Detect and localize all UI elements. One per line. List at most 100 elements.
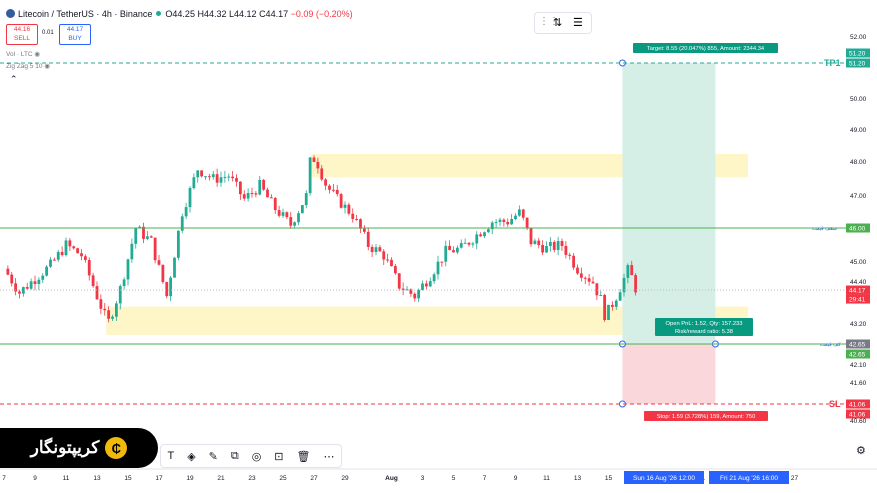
time-tick: 19 [186, 475, 194, 482]
candle-body [118, 286, 122, 304]
candle-body [180, 216, 184, 231]
candle-body [502, 219, 506, 222]
candle-body [490, 222, 494, 230]
candle-body [533, 240, 537, 245]
candle-body [246, 193, 250, 199]
candle-body [614, 300, 618, 307]
candle-body [126, 259, 130, 280]
candle-body [343, 204, 347, 208]
candle-body [374, 247, 378, 253]
candle-body [142, 226, 145, 239]
candle-body [510, 219, 514, 225]
candle-body [401, 288, 405, 291]
open-pnl-label-text: Open PnL: 1.52, Qty: 157.233 [665, 321, 742, 327]
logo-text: کریپتونگار [30, 438, 100, 457]
time-tick: 29 [341, 475, 349, 482]
text-tool-icon[interactable]: T [167, 450, 175, 462]
spread-value: 0.01 [42, 30, 54, 36]
price-axis-bg [846, 0, 877, 470]
price-label-last-box [846, 285, 870, 295]
ohlc-low: L44.12 [229, 9, 257, 19]
candle-body [200, 170, 204, 177]
candle-body [134, 228, 138, 244]
litecoin-icon [6, 9, 15, 18]
drag-handle-icon[interactable]: ⋮⋮ [539, 16, 559, 27]
indicator-volume-label: Vol · LTC [6, 51, 33, 58]
long-position-icon[interactable]: ⇅ [553, 17, 563, 29]
candle-body [25, 287, 29, 289]
candle-body [339, 194, 343, 208]
candle-body [486, 229, 490, 233]
candle-body [568, 254, 572, 256]
candle-body [176, 230, 180, 258]
fill-color-icon[interactable]: ◈ [187, 450, 196, 463]
candle-body [514, 215, 517, 220]
gear-icon[interactable]: ⚙ [856, 445, 866, 457]
pencil-icon[interactable]: ✎ [208, 450, 218, 463]
candle-body [355, 219, 359, 221]
candle-body [362, 228, 366, 232]
candle-body [18, 291, 21, 294]
candle-body [572, 255, 576, 268]
collapse-icon[interactable]: ⌃ [10, 74, 18, 84]
sell-button[interactable]: 44.16 SELL [6, 24, 38, 45]
eye-icon[interactable]: ◉ [34, 51, 41, 58]
candle-body [630, 265, 634, 276]
candle-body [366, 231, 370, 247]
indicator-zigzag[interactable]: Zig Zag 5 10 ◉ [6, 62, 50, 70]
candle-body [622, 277, 626, 293]
buy-button[interactable]: 44.17 BUY [59, 24, 91, 45]
more-icon[interactable]: ⋯ [323, 450, 335, 463]
candle-body [49, 259, 52, 267]
time-tick: 3 [421, 475, 425, 482]
ohlc-change: −0.09 (−0.20%) [290, 9, 353, 19]
template-icon[interactable]: ⧉ [230, 449, 239, 462]
candle-body [188, 188, 192, 208]
candle-body [153, 237, 157, 261]
visibility-icon[interactable]: ◎ [251, 450, 262, 463]
time-tick: 15 [124, 475, 132, 482]
candle-body [618, 292, 622, 301]
candle-body [498, 219, 502, 223]
candle-body [382, 251, 386, 260]
candle-body [130, 243, 134, 260]
candle-body [607, 304, 610, 320]
candle-body [157, 260, 161, 265]
candle-body [506, 221, 510, 225]
time-highlight-start: Sun 16 Aug '26 12:00 [633, 475, 695, 482]
candle-body [521, 209, 525, 218]
candle-body [409, 289, 413, 294]
candle-body [103, 308, 107, 311]
candle-body [297, 213, 300, 223]
symbol-title[interactable]: Litecoin / TetherUS · 4h · Binance [18, 9, 153, 19]
price-label-tp1-top-box [846, 48, 870, 58]
price-label-tp1-box [846, 58, 870, 68]
candle-body [370, 246, 374, 253]
candle-body [184, 207, 188, 217]
price-tick: 40.60 [850, 418, 867, 425]
candle-body [37, 279, 41, 285]
price-label-tp1: 51.20 [849, 61, 866, 68]
lock-icon[interactable]: ⊡ [274, 450, 284, 463]
candle-body [475, 234, 479, 244]
candle-body [386, 259, 390, 261]
candle-body [483, 232, 486, 237]
settings-lines-icon[interactable]: ☰ [573, 17, 583, 29]
candle-body [60, 251, 64, 256]
candle-body [231, 176, 235, 179]
candle-body [471, 243, 475, 245]
support-label: کف قیمت [820, 342, 841, 348]
candle-body [331, 189, 335, 191]
candle-body [552, 242, 556, 250]
trash-icon[interactable]: 🗑 [296, 450, 311, 463]
price-label-support-box [846, 349, 870, 359]
candle-body [463, 242, 467, 244]
candle-body [595, 283, 599, 296]
indicator-volume[interactable]: Vol · LTC ◉ [6, 50, 40, 58]
candle-body [149, 236, 153, 238]
ohlc-open: O44.25 [165, 9, 195, 19]
time-tick: 13 [93, 475, 101, 482]
candle-body [83, 256, 87, 260]
eye-icon[interactable]: ◉ [44, 63, 50, 70]
